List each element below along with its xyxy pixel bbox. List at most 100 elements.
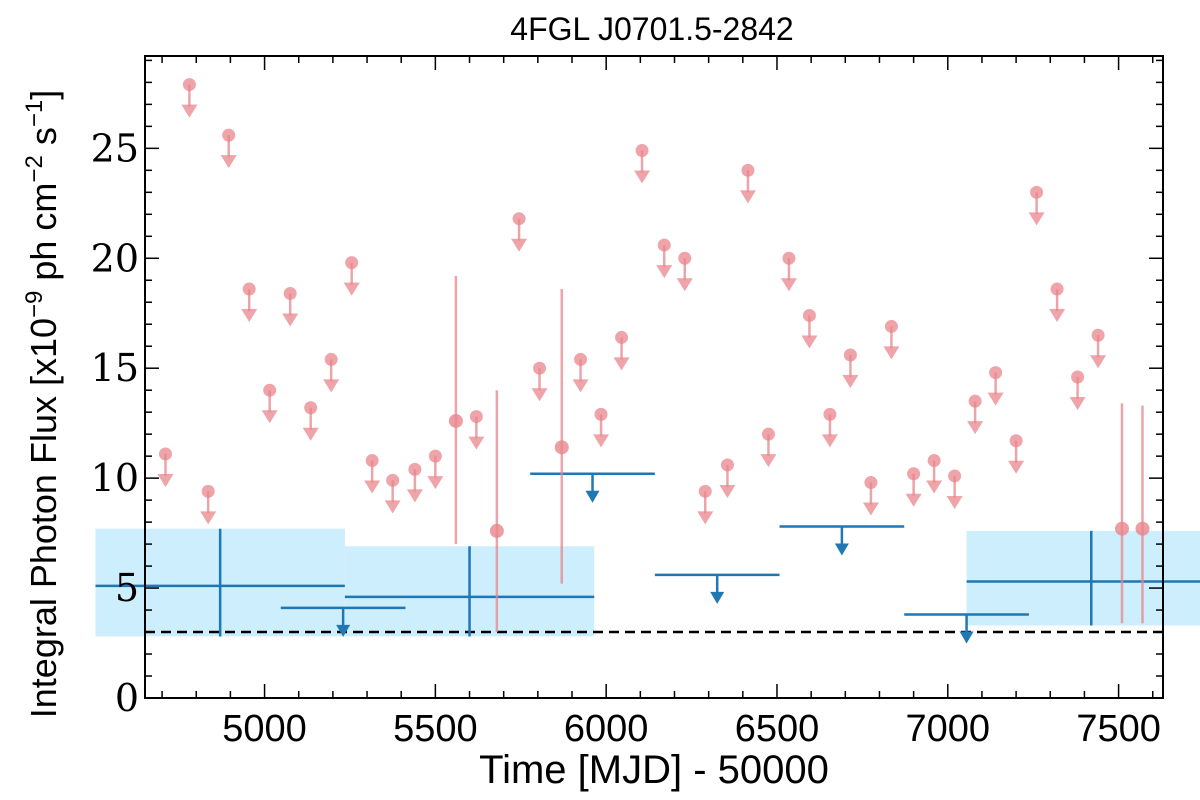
monthly-upper-limit-point	[907, 467, 921, 481]
x-tick-label: 5000	[222, 708, 307, 750]
monthly-upper-limit-arrow	[719, 484, 736, 498]
yearly-upper-limit-arrow	[834, 543, 849, 556]
monthly-upper-limit-arrow	[200, 511, 217, 525]
y-axis-label: Integral Photon Flux [x10−9 ph cm−2 s−1]	[21, 90, 64, 718]
monthly-upper-limit-arrow	[241, 309, 258, 323]
monthly-upper-limit-arrow	[613, 357, 630, 371]
monthly-upper-limit-arrow	[511, 238, 528, 252]
x-tick-label: 5500	[393, 708, 478, 750]
monthly-upper-limit-arrow	[1069, 397, 1086, 410]
x-tick-label: 6500	[735, 708, 820, 750]
monthly-upper-limit-arrow	[364, 480, 381, 494]
y-tick-label: 0	[115, 676, 139, 720]
monthly-upper-limit-point	[283, 286, 297, 300]
y-tick-label: 10	[91, 456, 139, 500]
monthly-point	[448, 413, 463, 428]
monthly-upper-limit-point	[968, 394, 982, 408]
monthly-upper-limit-arrow	[261, 410, 278, 424]
monthly-upper-limit-point	[1030, 185, 1044, 199]
monthly-upper-limit-point	[1071, 370, 1085, 384]
monthly-upper-limit-point	[843, 348, 857, 362]
monthly-upper-limit-arrow	[343, 282, 360, 296]
monthly-upper-limit-point	[720, 458, 734, 472]
monthly-upper-limit-arrow	[656, 265, 673, 279]
monthly-upper-limit-point	[741, 163, 755, 177]
monthly-upper-limit-point	[182, 78, 196, 92]
monthly-upper-limit-arrow	[946, 495, 963, 509]
monthly-upper-limit-point	[782, 251, 796, 265]
monthly-point	[1115, 521, 1130, 536]
monthly-upper-limit-point	[761, 427, 775, 441]
monthly-upper-limit-point	[802, 308, 816, 322]
monthly-upper-limit-arrow	[739, 190, 756, 204]
monthly-upper-limit-point	[242, 282, 256, 296]
monthly-upper-limit-arrow	[883, 346, 900, 360]
monthly-upper-limit-arrow	[1028, 212, 1045, 226]
monthly-upper-limit-point	[615, 330, 629, 344]
x-tick-label: 7500	[1076, 708, 1161, 750]
monthly-upper-limit-arrow	[801, 335, 818, 349]
y-tick-label: 15	[91, 346, 139, 390]
plot-area	[95, 78, 1200, 644]
monthly-upper-limit-arrow	[905, 493, 922, 507]
monthly-upper-limit-point	[823, 407, 837, 421]
x-axis-ticks: 5000 5500 6000 6500 7000 7500	[161, 56, 1161, 750]
monthly-upper-limit-point	[1050, 282, 1064, 296]
monthly-upper-limit-arrow	[220, 155, 237, 169]
chart-title: 4FGL J0701.5-2842	[510, 11, 793, 47]
monthly-upper-limit-point	[512, 212, 526, 226]
monthly-point	[554, 440, 569, 455]
monthly-upper-limit-point	[927, 454, 941, 468]
monthly-upper-limit-arrow	[780, 278, 797, 292]
monthly-upper-limit-arrow	[181, 104, 198, 118]
monthly-upper-limit-arrow	[1090, 355, 1107, 369]
monthly-upper-limit-arrow	[323, 379, 340, 393]
monthly-upper-limit-arrow	[531, 388, 548, 402]
monthly-upper-limit-arrow	[157, 473, 174, 487]
monthly-upper-limit-arrow	[821, 434, 838, 448]
monthly-upper-limit-point	[635, 144, 649, 158]
monthly-upper-limit-arrow	[697, 511, 714, 525]
monthly-upper-limit-point	[574, 352, 588, 366]
monthly-upper-limit-point	[989, 366, 1003, 380]
monthly-upper-limit-point	[428, 449, 442, 463]
monthly-upper-limit-arrow	[760, 454, 777, 468]
monthly-point	[1135, 521, 1150, 536]
monthly-upper-limit-arrow	[1008, 460, 1025, 474]
yearly-upper-limit-arrow	[585, 490, 600, 503]
monthly-upper-limit-point	[201, 484, 215, 498]
monthly-upper-limit-point	[222, 128, 236, 142]
monthly-upper-limit-point	[1091, 328, 1105, 342]
monthly-upper-limit-arrow	[468, 436, 485, 450]
monthly-upper-limit-point	[324, 352, 338, 366]
monthly-upper-limit-point	[263, 383, 277, 397]
monthly-upper-limit-arrow	[842, 375, 859, 389]
monthly-upper-limit-arrow	[1049, 309, 1066, 323]
yearly-error-band	[966, 530, 1200, 626]
monthly-upper-limit-arrow	[987, 392, 1004, 406]
y-tick-label: 20	[91, 236, 139, 280]
monthly-upper-limit-arrow	[384, 500, 401, 514]
x-tick-label: 6000	[564, 708, 649, 750]
yearly-upper-limit-arrow	[959, 631, 974, 644]
yearly-upper-limit-arrow	[336, 624, 351, 637]
monthly-upper-limit-point	[365, 454, 379, 468]
y-tick-label: 25	[91, 126, 139, 170]
monthly-upper-limit-arrow	[282, 313, 299, 327]
monthly-upper-limit-arrow	[676, 278, 693, 292]
monthly-upper-limit-arrow	[302, 427, 319, 441]
monthly-upper-limit-arrow	[967, 421, 984, 435]
monthly-upper-limit-point	[345, 256, 359, 270]
monthly-upper-limit-arrow	[427, 476, 444, 490]
monthly-upper-limit-arrow	[406, 489, 423, 503]
yearly-upper-limit-arrow	[710, 591, 725, 604]
monthly-upper-limit-point	[1009, 434, 1023, 448]
monthly-upper-limit-point	[594, 407, 608, 421]
monthly-upper-limit-arrow	[634, 170, 651, 184]
x-tick-label: 7000	[906, 708, 991, 750]
monthly-upper-limit-point	[678, 251, 692, 265]
monthly-upper-limit-point	[864, 476, 878, 490]
monthly-upper-limit-arrow	[862, 502, 879, 516]
